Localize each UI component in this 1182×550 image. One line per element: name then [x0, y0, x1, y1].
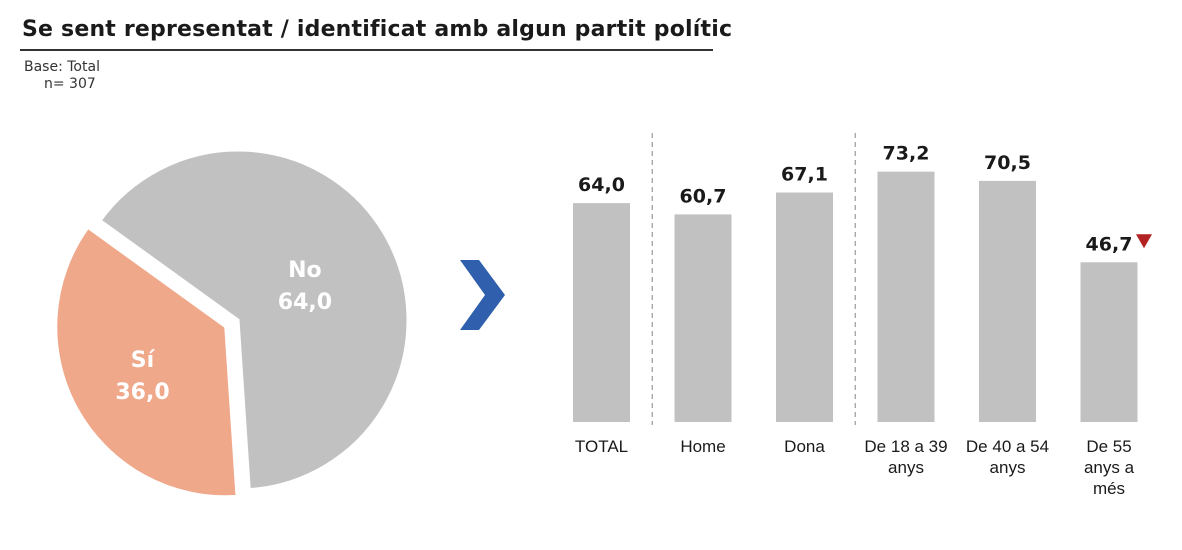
bar-value-label: 73,2	[883, 143, 930, 165]
bar-value-label: 70,5	[984, 152, 1031, 174]
category-label: TOTAL	[575, 437, 628, 456]
pie-label-value: 64,0	[278, 290, 332, 315]
bar	[1080, 262, 1138, 422]
pie-slice-si	[54, 225, 239, 499]
bar	[877, 171, 935, 422]
base-n: n= 307	[44, 76, 96, 92]
bar	[776, 192, 833, 422]
category-label: De 55 anys a més	[1084, 437, 1135, 498]
chart-title: Se sent representat / identificat amb al…	[22, 17, 733, 42]
bar	[573, 203, 630, 422]
category-label: De 18 a 39 anys	[864, 437, 947, 477]
pie-label-value: 36,0	[115, 380, 169, 405]
bar-value-label: 46,7	[1086, 233, 1133, 255]
bar-value-label: 60,7	[680, 185, 727, 207]
title-underline	[20, 49, 713, 51]
chevron-right-icon	[460, 260, 505, 330]
pie-chart: Sí 36,0 No 64,0	[54, 148, 410, 499]
base-info: Base: Total n= 307	[24, 59, 100, 93]
base-label: Base: Total	[24, 59, 100, 75]
category-label: Dona	[784, 437, 825, 456]
bar-value-label: 67,1	[781, 164, 828, 186]
category-label: Home	[680, 437, 725, 456]
category-label: De 40 a 54 anys	[966, 437, 1049, 477]
pie-label-name: Sí	[131, 348, 156, 373]
bar-chart: 64,0 TOTAL 60,7 Home 67,1 Dona 73,2 De 18 a 39 a…	[573, 133, 1152, 498]
pie-label-name: No	[288, 258, 322, 283]
bar-value-label: 64,0	[578, 174, 625, 196]
bar	[674, 214, 732, 422]
bar	[979, 180, 1036, 422]
triangle-down-icon	[1136, 234, 1152, 249]
pie-slice-no	[98, 148, 410, 492]
